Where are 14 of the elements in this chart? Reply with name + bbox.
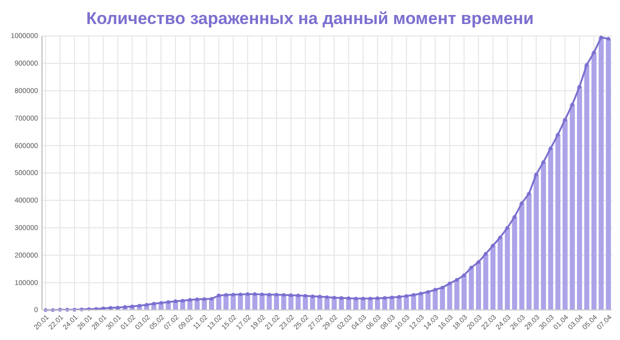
bar xyxy=(598,37,604,310)
bar xyxy=(454,280,460,310)
chart-title: Количество зараженных на данный момент времени xyxy=(86,9,534,28)
bar xyxy=(504,228,510,310)
bar xyxy=(534,174,539,310)
bar xyxy=(584,64,590,310)
bar xyxy=(447,283,452,310)
bar xyxy=(512,216,518,310)
bar xyxy=(591,52,596,310)
bar xyxy=(483,254,488,310)
bar xyxy=(216,295,222,310)
bar xyxy=(498,237,503,310)
bar xyxy=(548,148,554,310)
bar xyxy=(606,38,611,310)
